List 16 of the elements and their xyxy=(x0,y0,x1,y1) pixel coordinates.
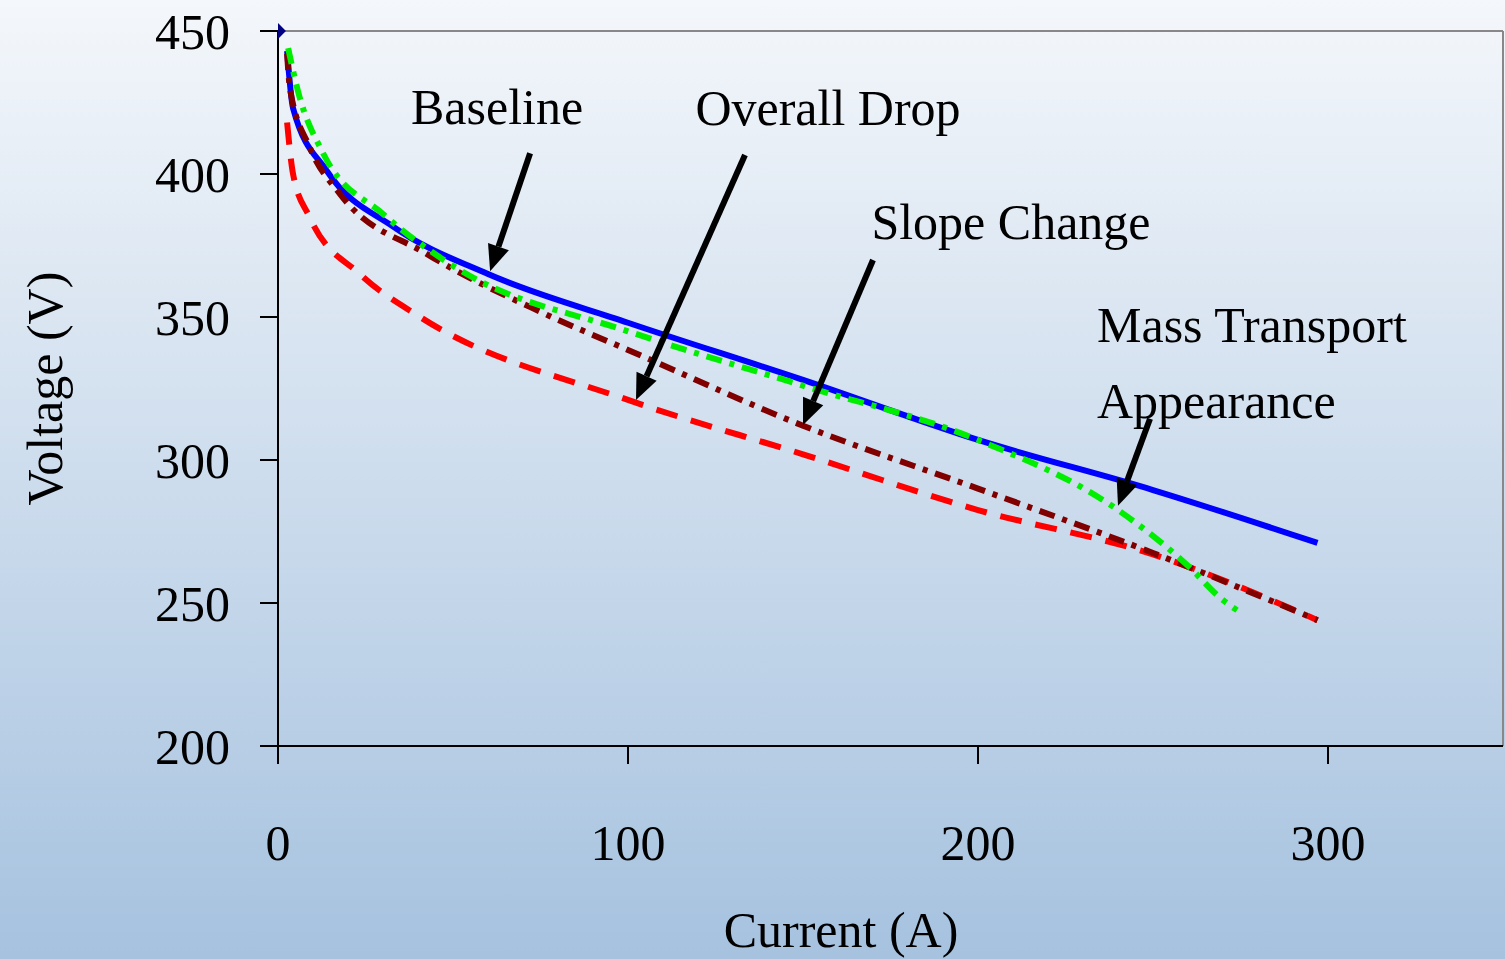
y-tick-label: 450 xyxy=(155,3,230,60)
y-axis-title: Voltage (V) xyxy=(17,271,73,506)
y-tick-label: 250 xyxy=(155,575,230,632)
y-tick-label: 350 xyxy=(155,289,230,346)
y-tick-label: 300 xyxy=(155,432,230,489)
x-tick-label: 100 xyxy=(590,815,666,871)
y-tick-label: 400 xyxy=(155,146,230,203)
x-tick-label: 300 xyxy=(1290,815,1366,871)
annotation: Slope Change xyxy=(871,194,1151,250)
y-tick-label: 200 xyxy=(155,718,230,775)
x-tick-label: 0 xyxy=(265,815,291,871)
x-tick-label: 200 xyxy=(940,815,1016,871)
annotation: Baseline xyxy=(411,79,584,136)
annotation: Overall Drop xyxy=(695,80,961,136)
annotation: Mass Transport Appearance xyxy=(1097,296,1407,429)
x-axis-title: Current (A) xyxy=(723,902,959,958)
